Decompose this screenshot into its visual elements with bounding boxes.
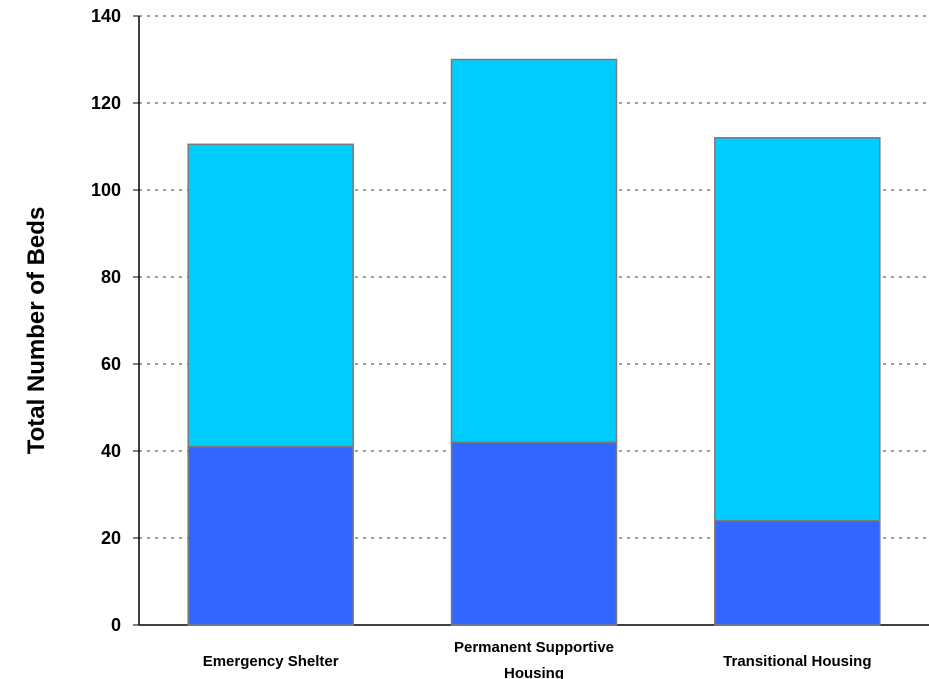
bar-segment: [187, 445, 354, 626]
bar-segment: [450, 441, 618, 626]
y-axis-title: Total Number of Beds: [23, 207, 50, 455]
y-tick-label: 80: [101, 267, 121, 287]
bar-segment: [187, 143, 354, 448]
y-tick-label: 0: [111, 615, 121, 635]
x-category-label-line: Transitional Housing: [723, 653, 871, 670]
y-tick-label: 100: [91, 180, 121, 200]
y-tick-label: 20: [101, 528, 121, 548]
x-category-label-line: Permanent Supportive: [454, 639, 614, 656]
bar-segment: [714, 519, 881, 626]
y-tick-label: 60: [101, 354, 121, 374]
bar-segment: [714, 137, 881, 522]
y-tick-label: 140: [91, 6, 121, 26]
bar-segment: [450, 58, 618, 444]
x-category-label: Permanent Supportive Housing: [454, 639, 614, 679]
x-category-label: Transitional Housing: [723, 653, 871, 670]
x-category-label-line: Emergency Shelter: [203, 653, 339, 670]
x-category-label-line: Housing: [504, 665, 564, 679]
y-tick-label: 40: [101, 441, 121, 461]
y-tick-label: 120: [91, 93, 121, 113]
x-category-label: Emergency Shelter: [203, 653, 339, 670]
